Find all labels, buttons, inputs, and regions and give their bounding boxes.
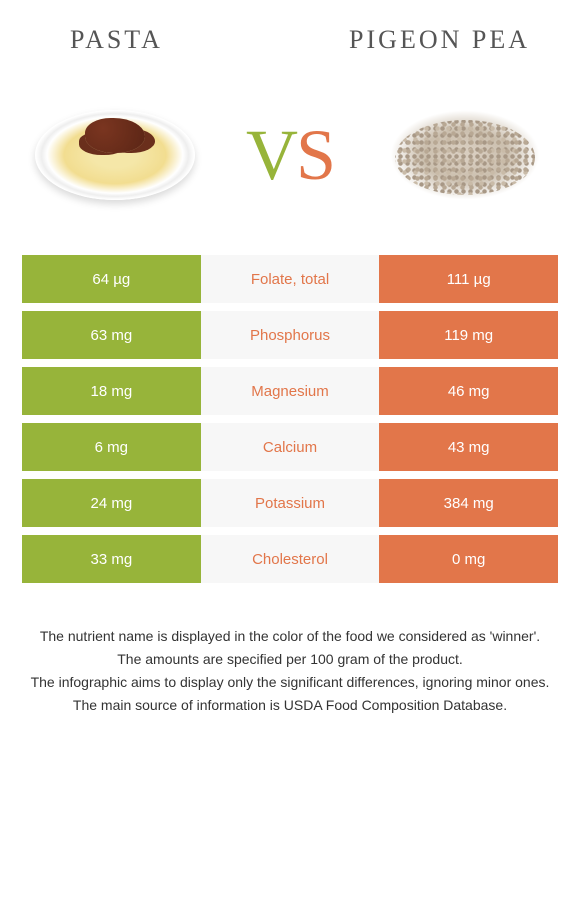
cell-left-value: 33 mg [22, 535, 201, 583]
cell-left-value: 24 mg [22, 479, 201, 527]
table-row: 33 mgCholesterol0 mg [22, 535, 558, 583]
pasta-plate-icon [35, 110, 195, 200]
nutrient-table: 64 µgFolate, total111 µg63 mgPhosphorus1… [0, 255, 580, 583]
table-row: 6 mgCalcium43 mg [22, 423, 558, 471]
vs-s: S [296, 115, 334, 195]
footer-line: The nutrient name is displayed in the co… [20, 626, 560, 647]
footer-notes: The nutrient name is displayed in the co… [0, 591, 580, 716]
title-left: Pasta [70, 25, 163, 55]
pigeon-pea-image [380, 95, 550, 215]
cell-nutrient-label: Calcium [201, 423, 380, 471]
header: Pasta Pigeon pea [0, 0, 580, 65]
cell-right-value: 384 mg [379, 479, 558, 527]
cell-left-value: 18 mg [22, 367, 201, 415]
footer-line: The amounts are specified per 100 gram o… [20, 649, 560, 670]
table-row: 18 mgMagnesium46 mg [22, 367, 558, 415]
table-row: 64 µgFolate, total111 µg [22, 255, 558, 303]
vs-v: V [246, 115, 296, 195]
table-row: 24 mgPotassium384 mg [22, 479, 558, 527]
vs-label: VS [246, 114, 334, 197]
cell-right-value: 111 µg [379, 255, 558, 303]
peas-pile-icon [390, 110, 540, 200]
cell-right-value: 0 mg [379, 535, 558, 583]
images-row: VS [0, 65, 580, 255]
cell-right-value: 43 mg [379, 423, 558, 471]
cell-left-value: 6 mg [22, 423, 201, 471]
cell-left-value: 64 µg [22, 255, 201, 303]
title-right: Pigeon pea [349, 25, 530, 55]
pasta-image [30, 95, 200, 215]
cell-left-value: 63 mg [22, 311, 201, 359]
footer-line: The infographic aims to display only the… [20, 672, 560, 693]
cell-nutrient-label: Phosphorus [201, 311, 380, 359]
cell-right-value: 46 mg [379, 367, 558, 415]
table-row: 63 mgPhosphorus119 mg [22, 311, 558, 359]
cell-right-value: 119 mg [379, 311, 558, 359]
cell-nutrient-label: Cholesterol [201, 535, 380, 583]
footer-line: The main source of information is USDA F… [20, 695, 560, 716]
cell-nutrient-label: Potassium [201, 479, 380, 527]
cell-nutrient-label: Folate, total [201, 255, 380, 303]
cell-nutrient-label: Magnesium [201, 367, 380, 415]
